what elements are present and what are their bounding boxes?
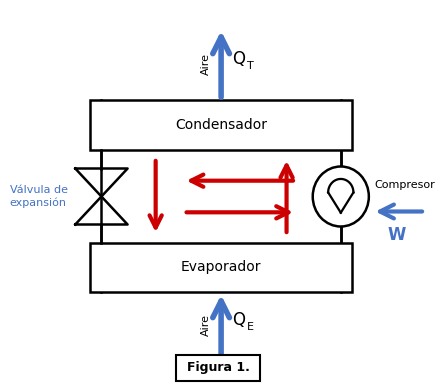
Text: Aire: Aire	[201, 314, 211, 336]
Bar	[176, 355, 260, 381]
Text: Válvula de
expansión: Válvula de expansión	[10, 185, 68, 208]
Text: T: T	[247, 61, 254, 71]
Text: E: E	[247, 322, 254, 332]
Text: W: W	[388, 227, 406, 244]
Text: Q: Q	[232, 311, 246, 329]
Text: Evaporador: Evaporador	[181, 261, 262, 274]
Text: Aire: Aire	[201, 53, 211, 75]
Text: Q: Q	[232, 50, 246, 68]
Text: Compresor: Compresor	[374, 179, 435, 190]
Text: Condensador: Condensador	[175, 118, 267, 132]
Text: Figura 1.: Figura 1.	[187, 362, 250, 374]
Bar	[90, 243, 352, 292]
Bar	[90, 100, 352, 150]
Circle shape	[313, 166, 369, 227]
